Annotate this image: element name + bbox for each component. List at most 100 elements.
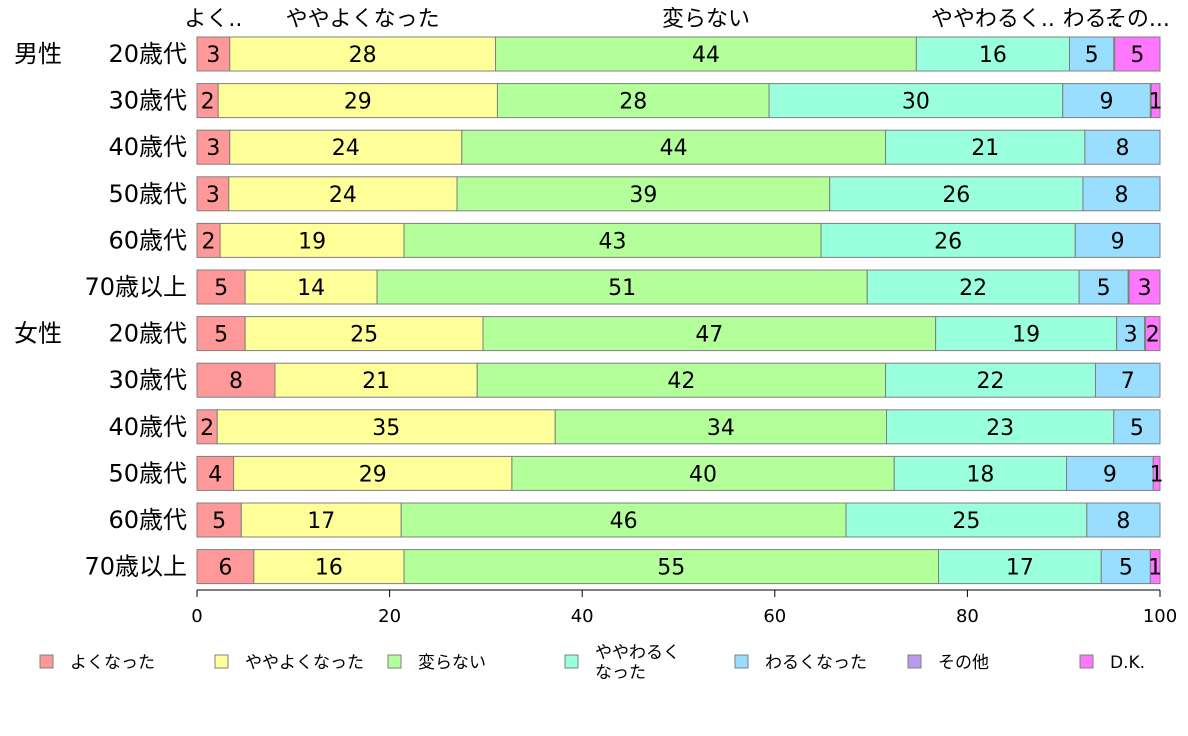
data-label: 42 [667,369,695,394]
row-label: 40歳代 [108,133,187,161]
data-label: 17 [307,509,335,534]
data-label: 3 [1138,276,1152,301]
legend-label: ややわるくなった [595,643,680,683]
data-label: 23 [986,416,1014,441]
bar-segment [403,222,822,258]
bar-segment [244,316,484,352]
bar-segment [1116,316,1146,352]
data-label: 5 [1130,416,1144,441]
data-label: 46 [610,509,638,534]
data-label: 43 [599,229,627,254]
legend-label: ややよくなった [245,653,364,673]
data-label: 5 [214,276,228,301]
bar-segment [1066,455,1154,491]
data-label: 17 [1006,556,1034,581]
legend-swatch [214,654,229,669]
top-label: ややよくなった [286,7,440,32]
data-label: 35 [372,416,400,441]
data-label: 3 [206,183,220,208]
legend-label: D.K. [1110,653,1145,673]
bar-segment [1068,36,1115,72]
group-label: 女性 [14,320,62,348]
legend-swatch [907,654,922,669]
bar-segment [461,129,887,165]
bar-segment [1082,176,1161,212]
top-label: わる.. [1063,7,1121,32]
bar-segment [482,316,937,352]
data-label: 44 [660,136,688,161]
bar-segment [196,549,255,585]
data-label: 51 [608,276,636,301]
data-label: 25 [952,509,980,534]
data-label: 24 [329,183,357,208]
data-label: 8 [1116,509,1130,534]
row-label: 70歳以上 [84,553,187,581]
row-label: 40歳代 [108,413,187,441]
data-label: 8 [1114,183,1128,208]
data-label: 9 [1111,229,1125,254]
bar-segment [495,36,917,72]
row-label: 20歳代 [108,40,187,68]
data-label: 5 [1130,43,1144,68]
legend-label: その他 [938,653,989,673]
bar-segment [376,269,868,305]
data-label: 5 [212,509,226,534]
data-label: 9 [1103,462,1117,487]
data-label: 28 [349,43,377,68]
bar-segment [228,176,458,212]
x-tick-label: 40 [571,606,594,627]
x-tick-label: 0 [191,606,202,627]
data-label: 22 [977,369,1005,394]
bar-segment [217,83,498,119]
data-label: 29 [344,90,372,115]
bar-segment [866,269,1080,305]
bar-segment [456,176,831,212]
bar-segment [915,36,1070,72]
data-label: 19 [298,229,326,254]
top-labels: よく.. ややよくなった 変らない ややわるく.. わる..その... [184,7,1169,32]
legend-label: わるくなった [765,653,867,673]
data-label: 14 [297,276,325,301]
data-label: 2 [202,229,216,254]
bar-segment [1150,83,1161,119]
data-label: 22 [959,276,987,301]
bar-segment [554,409,888,445]
bar-segment [938,549,1102,585]
data-label: 8 [229,369,243,394]
data-label: 34 [707,416,735,441]
data-label: 1 [1150,462,1164,487]
bar-segment [1086,502,1161,538]
x-tick-label: 100 [1143,606,1177,627]
bar-segment [1078,269,1129,305]
bar-segment [511,455,895,491]
bar-segment [1149,549,1161,585]
x-tick-label: 60 [763,606,786,627]
data-label: 7 [1121,369,1135,394]
data-label: 5 [214,323,228,348]
data-label: 19 [1012,323,1040,348]
row-label: 60歳代 [108,226,187,254]
data-label: 2 [201,90,215,115]
data-label: 8 [1115,136,1129,161]
legend-label: よくなった [70,653,155,673]
top-label: 変らない [662,7,750,32]
bar-segment [233,455,513,491]
data-label: 40 [689,462,717,487]
bar-segment [253,549,405,585]
data-label: 2 [200,416,214,441]
group-label: 男性 [14,40,62,68]
top-label: その... [1105,7,1170,32]
bar-segment [1074,222,1161,258]
bar-segment [274,362,478,398]
top-label: ややわるく.. [931,7,1055,32]
bar-segment [403,549,940,585]
data-label: 5 [1097,276,1111,301]
bar-segment [820,222,1076,258]
data-label: 47 [695,323,723,348]
data-label: 3 [206,136,220,161]
bar-segment [244,269,378,305]
bar-segment [196,176,230,212]
legend-swatch [1079,654,1094,669]
row-label: 50歳代 [108,459,187,487]
legend-swatch [387,654,402,669]
